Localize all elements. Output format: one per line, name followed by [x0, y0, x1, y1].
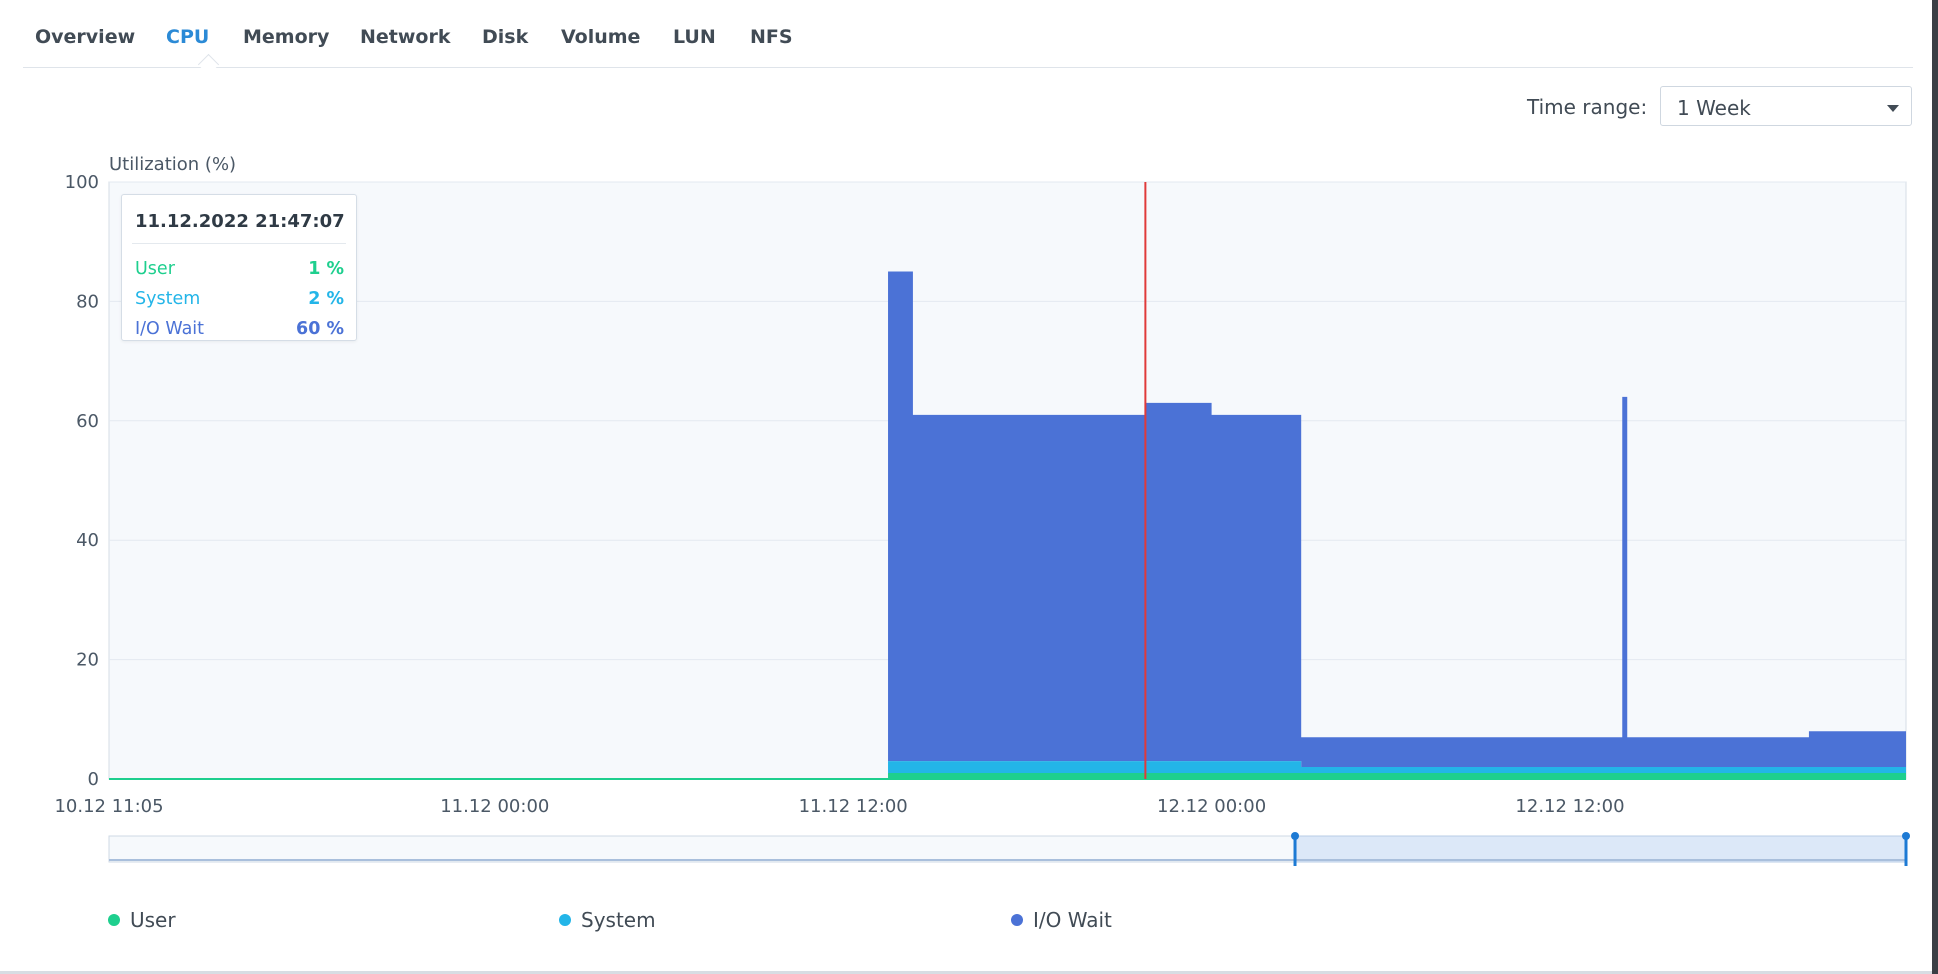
tooltip-row-system: System 2 %	[135, 289, 344, 313]
tab-lun[interactable]: LUN	[673, 26, 716, 48]
legend-dot-iowait	[1011, 914, 1023, 926]
tooltip-user-name: User	[135, 259, 175, 279]
window-edge	[1932, 0, 1938, 974]
legend-dot-user	[108, 914, 120, 926]
time-range-label: Time range:	[1527, 95, 1648, 119]
navigator-handle-knob[interactable]	[1902, 832, 1910, 840]
tooltip-row-user: User 1 %	[135, 259, 344, 283]
tooltip-time: 11.12.2022 21:47:07	[135, 211, 345, 232]
y-tick-label: 80	[76, 291, 99, 312]
navigator-selection[interactable]	[1294, 835, 1907, 863]
y-tick-label: 100	[65, 172, 99, 193]
y-axis-label: Utilization (%)	[109, 154, 236, 175]
tab-cpu[interactable]: CPU	[166, 26, 210, 48]
time-range-value: 1 Week	[1677, 96, 1751, 120]
chart-tooltip: 11.12.2022 21:47:07 User 1 % System 2 % …	[121, 194, 357, 341]
tooltip-divider	[132, 243, 346, 244]
tooltip-iowait-name: I/O Wait	[135, 319, 205, 339]
tooltip-user-value: 1 %	[308, 259, 344, 279]
chart-axes: 10.12 11:05 11.12 00:00 11.12 12:00 12.12 0…	[54, 796, 1624, 817]
x-tick-label: 12.12 12:00	[1515, 796, 1624, 817]
time-navigator[interactable]	[108, 832, 1910, 866]
legend-label-iowait: I/O Wait	[1033, 908, 1112, 932]
tooltip-row-iowait: I/O Wait 60 %	[135, 319, 344, 343]
tooltip-system-value: 2 %	[308, 289, 344, 309]
time-range-select[interactable]: 1 Week	[1660, 86, 1912, 126]
legend-dot-system	[559, 914, 571, 926]
chart-areas	[109, 182, 1906, 780]
area-system	[109, 761, 1906, 779]
x-tick-label: 12.12 00:00	[1157, 796, 1266, 817]
tab-volume[interactable]: Volume	[561, 26, 641, 48]
legend-label-system: System	[581, 908, 656, 932]
active-tab-indicator	[197, 53, 220, 76]
tab-disk[interactable]: Disk	[482, 26, 529, 48]
tab-bar: Overview CPU Memory Network Disk Volume …	[23, 0, 1913, 76]
legend-label-user: User	[130, 908, 176, 932]
navigator-handle-knob[interactable]	[1291, 832, 1300, 840]
x-tick-label: 10.12 11:05	[54, 796, 163, 817]
tab-overview[interactable]: Overview	[35, 26, 136, 48]
x-tick-label: 11.12 12:00	[799, 796, 908, 817]
tab-memory[interactable]: Memory	[243, 26, 330, 48]
y-tick-label: 40	[76, 530, 99, 551]
area-user	[109, 773, 1906, 779]
tooltip-system-name: System	[135, 289, 201, 309]
y-tick-label: 20	[76, 650, 99, 671]
caret-down-icon	[1887, 105, 1899, 112]
y-tick-label: 0	[88, 769, 99, 790]
tab-network[interactable]: Network	[360, 26, 451, 48]
tab-nfs[interactable]: NFS	[750, 26, 793, 48]
y-tick-label: 60	[76, 411, 99, 432]
bottom-border	[0, 971, 1938, 974]
x-tick-label: 11.12 00:00	[440, 796, 549, 817]
tooltip-iowait-value: 60 %	[296, 319, 344, 339]
area-io-wait	[109, 271, 1906, 779]
